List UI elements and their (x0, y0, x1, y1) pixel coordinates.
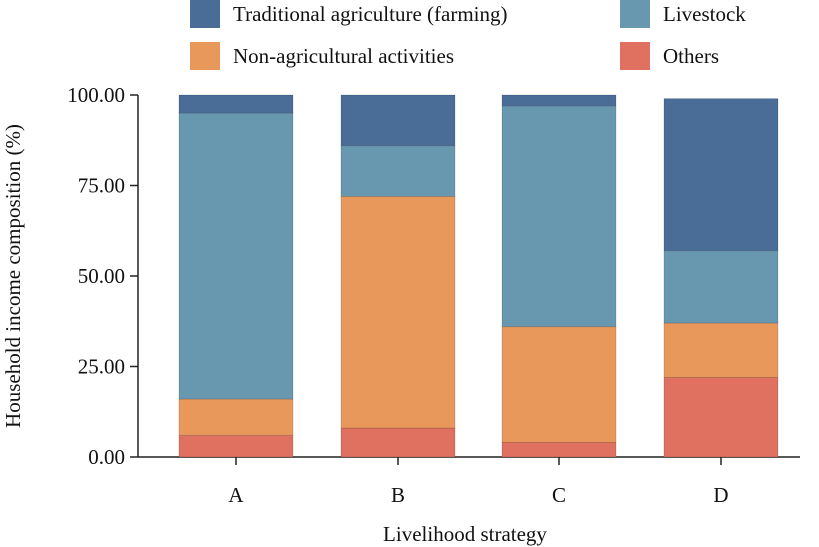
bar-segment-livestock (663, 250, 779, 324)
bars (178, 94, 779, 458)
x-tick-label: D (713, 483, 728, 507)
legend-swatch (620, 0, 650, 28)
y-tick-label: 0.00 (88, 445, 125, 469)
bar-segment-others (501, 442, 617, 458)
bar-segment-others (340, 427, 456, 458)
bar-segment-non-agricultural-activities (178, 398, 294, 436)
x-tick-label: A (228, 483, 244, 507)
legend-item-non-agricultural-activities: Non-agricultural activities (190, 42, 454, 70)
legend-swatch (190, 42, 220, 70)
x-axis-label: Livelihood strategy (383, 522, 547, 546)
bar-segment-livestock (178, 112, 294, 400)
bar-segment-non-agricultural-activities (663, 322, 779, 378)
bar-segment-traditional-agriculture-farming (178, 94, 294, 114)
legend-swatch (190, 0, 220, 28)
legend-label: Others (663, 44, 719, 68)
y-tick-label: 75.00 (78, 174, 125, 198)
bar-segment-livestock (340, 145, 456, 197)
bar-segment-livestock (501, 105, 617, 328)
y-tick-label: 25.00 (78, 355, 125, 379)
bar-segment-others (663, 376, 779, 458)
bar-segment-non-agricultural-activities (501, 326, 617, 443)
y-tick-label: 50.00 (78, 264, 125, 288)
bar-segment-traditional-agriculture-farming (663, 98, 779, 252)
x-ticks: A B C D (228, 457, 729, 507)
bar-segment-traditional-agriculture-farming (340, 94, 456, 147)
legend-item-others: Others (620, 42, 719, 70)
legend: Traditional agriculture (farming) Livesto… (190, 0, 746, 70)
legend-label: Non-agricultural activities (233, 44, 454, 68)
y-axis-label: Household income composition (%) (1, 124, 25, 428)
legend-label: Livestock (663, 2, 746, 26)
bar-stack-c (501, 94, 617, 458)
legend-item-livestock: Livestock (620, 0, 746, 28)
bar-segment-others (178, 434, 294, 458)
bar-stack-d (663, 98, 779, 458)
legend-label: Traditional agriculture (farming) (233, 2, 507, 26)
bar-segment-non-agricultural-activities (340, 195, 456, 429)
y-ticks: 0.00 25.00 50.00 75.00 100.00 (67, 83, 138, 469)
x-tick-label: C (552, 483, 566, 507)
y-tick-label: 100.00 (67, 83, 125, 107)
bar-segment-traditional-agriculture-farming (501, 94, 617, 107)
bar-stack-a (178, 94, 294, 458)
x-tick-label: B (391, 483, 405, 507)
legend-item-traditional-agriculture-farming: Traditional agriculture (farming) (190, 0, 507, 28)
legend-swatch (620, 42, 650, 70)
bar-stack-b (340, 94, 456, 458)
